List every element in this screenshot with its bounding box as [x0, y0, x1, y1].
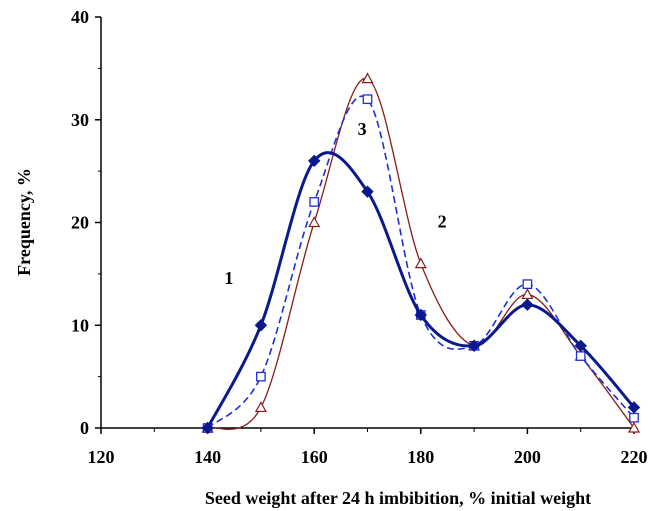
series-2-point [254, 401, 267, 413]
series-2-point [627, 421, 641, 433]
x-tick-label: 160 [301, 447, 328, 467]
x-tick-label: 200 [514, 447, 541, 467]
series-1-point [361, 185, 374, 198]
series-3-point [575, 351, 586, 361]
series-1-point [307, 154, 321, 168]
y-tick-label: 40 [71, 7, 89, 27]
series-2 [201, 72, 641, 433]
series-3 [202, 94, 639, 433]
y-tick-label: 10 [71, 315, 89, 335]
series-1-line [206, 151, 636, 429]
series-3-point [256, 371, 266, 382]
x-tick-label: 120 [88, 447, 115, 467]
series-3-point [309, 197, 320, 207]
x-tick-label: 220 [621, 447, 648, 467]
series-2-line [207, 77, 635, 430]
axes: 0 10 20 30 40 120 140 160 180 200 220 [71, 7, 648, 467]
series-2-point [521, 288, 534, 300]
y-tick-label: 20 [71, 213, 89, 233]
series-3-point [362, 94, 373, 105]
x-tick-label: 180 [407, 447, 434, 467]
series-1-point [467, 339, 481, 353]
series-3-point [522, 279, 533, 290]
series-1-point [414, 308, 428, 322]
series-1-point [574, 339, 587, 353]
series-1 [201, 151, 641, 435]
curve-label-2: 2 [438, 212, 447, 232]
curve-label-3: 3 [358, 119, 367, 139]
series-3-line [207, 95, 635, 429]
series-2-point [414, 257, 427, 269]
series-2-point [308, 216, 321, 228]
series-2-point [361, 72, 374, 84]
series-3-point [629, 412, 639, 423]
labels-layer: 1 2 3 [224, 119, 446, 288]
y-tick-label: 30 [71, 110, 89, 130]
y-tick-label: 0 [80, 418, 89, 438]
series-1-point [627, 401, 641, 414]
series-layer [201, 72, 641, 435]
series-1-point [254, 319, 268, 332]
y-axis-title: Frequency, % [14, 168, 34, 276]
series-1-point [201, 421, 214, 435]
series-1-point [521, 298, 534, 311]
x-tick-label: 140 [194, 447, 221, 467]
curve-label-1: 1 [224, 268, 233, 288]
x-axis-title: Seed weight after 24 h imbibition, % ini… [205, 488, 591, 508]
